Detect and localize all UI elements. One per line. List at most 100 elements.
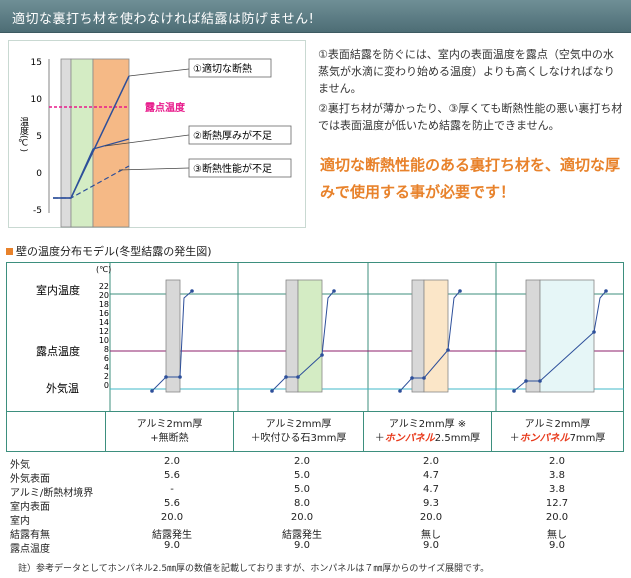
callout-box <box>188 58 272 78</box>
table-row: 外気表面 5.6 5.0 4.7 3.8 <box>6 470 624 485</box>
y-tick: 15 <box>31 58 42 68</box>
temp-point <box>524 379 528 383</box>
thin-insulation-layer <box>70 58 94 228</box>
table-cell: 3.8 <box>549 470 565 481</box>
y-tick: 0 <box>36 169 42 179</box>
column-label-line: アルミ2mm厚 <box>136 419 203 430</box>
temp-point <box>422 376 426 380</box>
row-label-indoor: 室内温度 <box>36 283 80 297</box>
callout-poor-insulation: ③断熱性能が不足 <box>193 162 272 175</box>
temp-point <box>150 389 154 393</box>
table-row: 結露有無 結露発生 結露発生 無し 無し <box>6 526 624 541</box>
temp-point <box>190 289 194 293</box>
table-cell: 3.8 <box>549 484 565 495</box>
y-tick: 22 <box>99 282 109 291</box>
callout-pointer <box>128 68 190 77</box>
y-tick: 6 <box>104 354 109 363</box>
temperature-model-svg: (℃) 22 20 18 16 14 12 10 8 6 4 2 0 室内温度 … <box>6 262 624 412</box>
explanation-paragraph-1: ①表面結露を防ぐには、室内の表面温度を露点（空気中の水蒸気が水滴に変わり始める温… <box>318 48 615 95</box>
row-label: 露点温度 <box>10 544 50 555</box>
column-label-line: ＋吹付ひる石3mm厚 <box>250 433 347 444</box>
column-label-tail: 7mm厚 <box>569 433 606 444</box>
y-tick: 4 <box>104 363 109 372</box>
section-title-text: 壁の温度分布モデル(冬型結露の発生図) <box>16 245 212 258</box>
table-cell: 2.0 <box>164 456 180 467</box>
thick-insulation-layer <box>92 58 130 228</box>
wall-aluminum <box>411 279 425 393</box>
table-cell: 12.7 <box>545 498 569 509</box>
table-cell: 2.0 <box>294 456 310 467</box>
y-tick: 18 <box>99 300 109 309</box>
column-labels-row: アルミ2mm厚 +無断熱 アルミ2mm厚 ＋吹付ひる石3mm厚 アルミ2mm厚 … <box>6 412 624 452</box>
data-table: 外気 2.0 2.0 2.0 2.0 外気表面 5.6 5.0 4.7 3.8 … <box>6 456 624 555</box>
table-cell: 9.3 <box>423 498 439 509</box>
temperature-model-chart: (℃) 22 20 18 16 14 12 10 8 6 4 2 0 室内温度 … <box>6 262 624 412</box>
row-label: 室内 <box>10 516 30 527</box>
temp-point <box>446 348 450 352</box>
column-label-prefix: ＋ <box>374 433 385 444</box>
explanation-paragraph-2: ②裏打ち材が薄かったり、③厚くても断熱性能の悪い裏打ち材では表面温度が低いため結… <box>318 102 623 132</box>
table-cell: 20.0 <box>160 512 184 523</box>
table-cell: 結露発生 <box>152 530 192 541</box>
highlight-message: 適切な断熱性能のある裏打ち材を、適切な厚みで使用する事が必要です！ <box>320 156 621 201</box>
temperature-diagram: 15 10 5 0 -5 温度(℃) 露点温度 ①適切な断熱 ②断熱厚みが不足 … <box>8 40 306 228</box>
temp-point <box>164 375 168 379</box>
y-axis-label: 温度(℃) <box>18 117 29 152</box>
table-row: 外気 2.0 2.0 2.0 2.0 <box>6 456 624 471</box>
table-cell: 20.0 <box>419 512 443 523</box>
table-row: アルミ/断熱材境界 - 5.0 4.7 3.8 <box>6 484 624 499</box>
page-header: 適切な裏打ち材を使わなければ結露は防げません! <box>0 0 631 33</box>
wall-vermiculite <box>297 279 323 393</box>
column-label-4: アルミ2mm厚 ＋ホンパネル7mm厚 <box>491 412 623 452</box>
temp-curve-col4 <box>513 290 607 392</box>
section-title: 壁の温度分布モデル(冬型結露の発生図) <box>6 243 212 259</box>
table-cell: 結露発生 <box>282 530 322 541</box>
table-cell: 9.0 <box>423 540 439 551</box>
callout-thin-insulation: ②断熱厚みが不足 <box>193 129 272 142</box>
row-label: 室内表面 <box>10 502 50 513</box>
wall-honpanel-7mm <box>539 279 595 393</box>
table-cell: - <box>170 484 174 495</box>
temp-point <box>592 330 596 334</box>
row-label: 結露有無 <box>10 530 50 541</box>
temp-point <box>332 289 336 293</box>
table-cell: 5.0 <box>294 484 310 495</box>
row-label-outdoor: 外気温 <box>46 381 79 395</box>
wall-honpanel-2-5mm <box>423 279 449 393</box>
wall-aluminum <box>165 279 181 393</box>
honpanel-logo-text: ホンパネル <box>384 433 435 444</box>
column-label-1: アルミ2mm厚 +無断熱 <box>105 412 233 452</box>
y-tick: 2 <box>104 372 109 381</box>
y-tick: 12 <box>99 327 109 336</box>
temperature-diagram-svg: 15 10 5 0 -5 温度(℃) 露点温度 ①適切な断熱 ②断熱厚みが不足 … <box>18 58 292 228</box>
table-cell: 無し <box>421 530 441 541</box>
column-label-tail: 2.5mm厚 <box>434 433 481 444</box>
table-cell: 20.0 <box>290 512 314 523</box>
aluminum-layer <box>60 58 72 228</box>
table-row: 室内 20.0 20.0 20.0 20.0 <box>6 512 624 527</box>
callout-pointer <box>104 134 190 147</box>
temp-point <box>398 389 402 393</box>
page-title: 適切な裏打ち材を使わなければ結露は防げません! <box>12 12 315 27</box>
wall-aluminum <box>285 279 299 393</box>
y-tick: 14 <box>99 318 109 327</box>
temp-point <box>604 289 608 293</box>
callout-box <box>188 125 292 145</box>
table-row: 露点温度 9.0 9.0 9.0 9.0 <box>6 540 624 555</box>
table-cell: 5.0 <box>294 470 310 481</box>
temp-point <box>178 375 182 379</box>
table-cell: 無し <box>547 530 567 541</box>
y-tick: 10 <box>31 95 43 105</box>
table-cell: 8.0 <box>294 498 310 509</box>
y-tick: 8 <box>104 345 109 354</box>
temp-curve-col3 <box>399 290 461 392</box>
temp-point <box>284 375 288 379</box>
y-tick: 5 <box>36 132 42 142</box>
row-label: 外気表面 <box>10 474 50 485</box>
table-cell: 4.7 <box>423 484 439 495</box>
y-ticks: 22 20 18 16 14 12 10 8 6 4 2 0 <box>99 282 109 390</box>
y-tick: 20 <box>99 291 109 300</box>
y-tick: 0 <box>104 381 109 390</box>
temp-point <box>296 375 300 379</box>
temp-point <box>320 353 324 357</box>
